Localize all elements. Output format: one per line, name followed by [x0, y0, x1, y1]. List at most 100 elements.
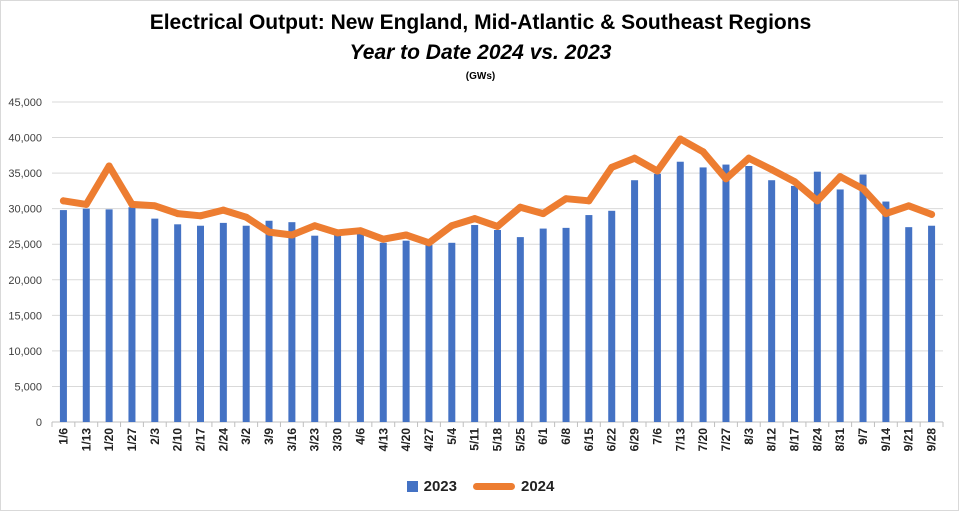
- point-2024: [105, 162, 113, 170]
- bar-2023: [791, 185, 798, 422]
- point-2024: [242, 213, 250, 221]
- point-2024: [722, 175, 730, 183]
- point-2024: [516, 203, 524, 211]
- point-2024: [905, 202, 913, 210]
- x-tick-label: 4/20: [399, 428, 413, 452]
- bar-2023: [242, 225, 250, 422]
- point-2024: [448, 222, 456, 230]
- point-2024: [174, 210, 182, 218]
- bar-2023: [928, 225, 936, 422]
- point-2024: [653, 167, 661, 175]
- y-tick-label: 5,000: [14, 381, 42, 393]
- point-2024: [219, 206, 227, 214]
- point-2024: [151, 202, 159, 210]
- point-2024: [311, 222, 319, 230]
- y-tick-label: 25,000: [8, 239, 42, 251]
- point-2024: [539, 210, 547, 218]
- legend-label-2023: 2023: [423, 478, 457, 495]
- x-tick-label: 3/2: [239, 428, 253, 445]
- x-tick-label: 4/6: [353, 428, 367, 445]
- bar-2023: [288, 222, 296, 422]
- bar-2023: [265, 220, 273, 422]
- x-tick-label: 1/13: [79, 428, 93, 452]
- x-tick-label: 7/6: [650, 428, 664, 445]
- bar-2023: [699, 167, 707, 422]
- bar-2023: [676, 161, 684, 422]
- bar-2023: [105, 209, 113, 422]
- x-tick-label: 2/17: [194, 428, 208, 452]
- bar-2023: [471, 225, 479, 422]
- bar-2023: [722, 164, 730, 423]
- point-2024: [494, 222, 501, 230]
- bar-2023: [745, 166, 753, 422]
- x-tick-label: 1/20: [102, 428, 116, 452]
- point-2024: [745, 154, 753, 162]
- x-tick-label: 9/28: [925, 428, 939, 452]
- x-tick-label: 5/25: [513, 428, 527, 452]
- y-tick-label: 45,000: [8, 97, 42, 109]
- bar-2023: [219, 222, 227, 422]
- bar-2023: [59, 210, 67, 422]
- point-2024: [562, 195, 570, 203]
- x-tick-label: 2/3: [148, 428, 162, 445]
- bar-2023: [151, 218, 159, 422]
- y-tick-label: 0: [36, 417, 42, 429]
- point-2024: [859, 185, 867, 193]
- bar-2023: [174, 224, 182, 422]
- x-tick-label: 5/11: [468, 428, 482, 451]
- point-2024: [356, 227, 364, 235]
- x-tick-label: 2/10: [171, 428, 185, 452]
- point-2024: [676, 135, 684, 143]
- legend-item-2023: 2023: [406, 478, 457, 495]
- bar-2023: [813, 171, 821, 422]
- point-2024: [471, 215, 479, 223]
- y-tick-label: 10,000: [8, 346, 42, 358]
- legend-label-2024: 2024: [521, 478, 555, 495]
- point-2024: [82, 200, 90, 208]
- x-tick-label: 7/13: [673, 428, 687, 452]
- x-tick-label: 3/23: [308, 428, 322, 452]
- bar-2023: [836, 189, 844, 422]
- point-2024: [197, 212, 204, 220]
- y-tick-label: 35,000: [8, 168, 42, 180]
- point-2024: [402, 231, 410, 239]
- bar-2023: [334, 234, 342, 422]
- x-tick-label: 6/29: [628, 428, 642, 452]
- bar-2023: [402, 240, 410, 422]
- x-tick-label: 8/17: [788, 428, 802, 452]
- y-tick-label: 15,000: [8, 310, 42, 322]
- x-tick-label: 8/31: [833, 428, 847, 452]
- x-tick-label: 9/7: [856, 428, 870, 445]
- chart-units-label: (GWs): [465, 71, 496, 82]
- point-2024: [631, 154, 639, 162]
- x-tick-label: 6/8: [559, 428, 573, 445]
- x-tick-label: 5/4: [445, 428, 459, 445]
- bar-2023: [516, 237, 524, 422]
- point-2024: [425, 239, 433, 247]
- x-tick-label: 8/12: [765, 428, 779, 452]
- bar-2023: [425, 244, 433, 422]
- legend-swatch-2024: [473, 483, 515, 490]
- y-tick-label: 40,000: [8, 133, 42, 145]
- bar-2023: [653, 173, 661, 422]
- bar-2023: [585, 215, 593, 422]
- bar-2023: [494, 230, 501, 422]
- point-2024: [699, 148, 707, 156]
- x-tick-label: 2/24: [216, 428, 230, 452]
- bar-2023: [82, 208, 90, 422]
- point-2024: [836, 173, 844, 181]
- bar-2023: [562, 227, 570, 422]
- point-2024: [791, 178, 798, 186]
- x-tick-label: 4/27: [422, 428, 436, 452]
- point-2024: [334, 229, 342, 237]
- x-tick-label: 3/30: [331, 428, 345, 452]
- x-tick-label: 6/22: [605, 428, 619, 452]
- bar-2023: [379, 242, 387, 422]
- bar-2023: [128, 207, 136, 422]
- x-tick-label: 5/18: [491, 428, 505, 452]
- point-2024: [882, 210, 890, 218]
- x-tick-label: 8/24: [810, 428, 824, 452]
- legend-item-2024: 2024: [473, 478, 554, 495]
- point-2024: [608, 163, 616, 171]
